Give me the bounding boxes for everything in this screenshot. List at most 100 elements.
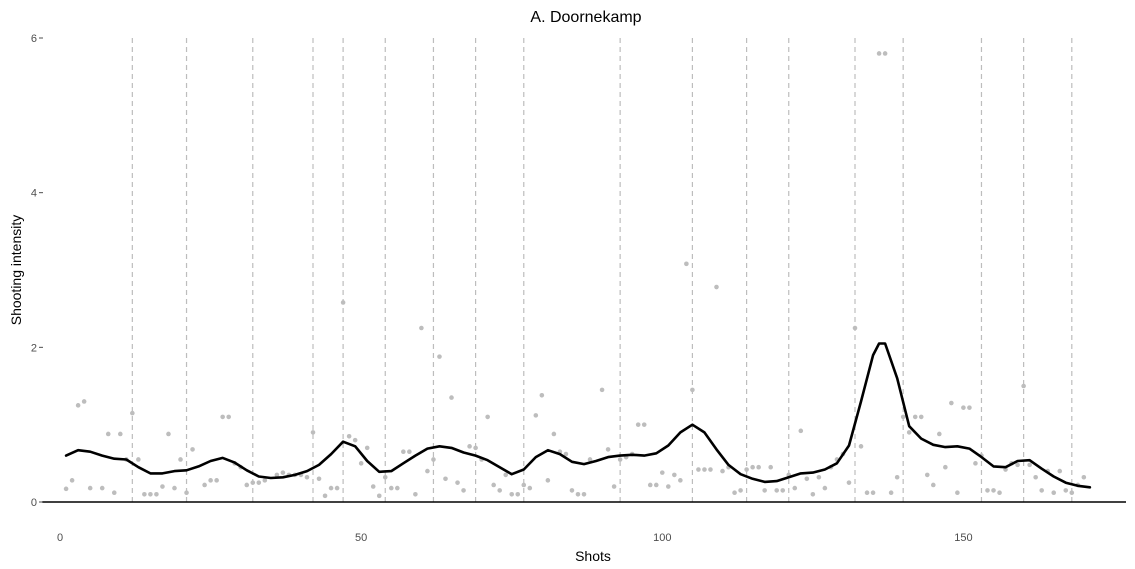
- data-point: [491, 482, 496, 488]
- data-point: [876, 51, 882, 56]
- data-point: [334, 485, 340, 491]
- data-point: [304, 474, 310, 480]
- data-point: [539, 392, 545, 398]
- y-tick-label: 6: [31, 33, 37, 45]
- data-point: [696, 467, 701, 472]
- data-point: [1033, 474, 1038, 480]
- data-point: [274, 472, 280, 478]
- data-point: [87, 485, 93, 491]
- data-point: [756, 464, 761, 470]
- data-point: [340, 300, 346, 305]
- data-point: [780, 488, 786, 493]
- data-point: [912, 414, 918, 420]
- data-point: [1063, 488, 1069, 493]
- data-point: [858, 444, 864, 449]
- data-point: [991, 488, 996, 493]
- data-point: [569, 488, 575, 493]
- x-tick-layer: 0 50 100 150: [57, 532, 973, 544]
- data-point: [250, 480, 256, 485]
- data-point: [503, 472, 509, 478]
- data-point: [425, 468, 430, 474]
- x-tick-label: 50: [355, 532, 367, 544]
- data-point: [955, 490, 960, 496]
- data-point: [768, 464, 773, 470]
- data-point: [888, 490, 894, 496]
- data-point: [419, 325, 424, 331]
- data-point: [437, 354, 442, 359]
- data-point: [605, 447, 611, 452]
- data-point: [1057, 468, 1063, 474]
- data-point: [509, 491, 515, 497]
- data-point: [515, 491, 521, 497]
- data-point: [894, 474, 900, 480]
- data-point: [370, 484, 376, 489]
- data-point: [443, 476, 448, 482]
- data-point: [316, 476, 322, 482]
- y-axis-title: Shooting intensity: [8, 215, 24, 326]
- data-point: [653, 482, 659, 488]
- data-point: [521, 482, 527, 488]
- data-point: [810, 491, 816, 497]
- data-point: [364, 445, 370, 451]
- data-point: [575, 491, 581, 497]
- data-point: [401, 449, 406, 455]
- x-tick-label: 150: [954, 532, 972, 544]
- data-point: [431, 457, 436, 462]
- data-point: [997, 490, 1002, 496]
- data-point: [635, 422, 641, 427]
- data-point: [864, 490, 870, 496]
- data-point: [533, 413, 539, 418]
- data-point: [672, 472, 677, 478]
- data-point: [111, 490, 117, 496]
- data-point: [924, 472, 930, 478]
- point-layer: [63, 51, 1087, 499]
- data-point: [160, 484, 165, 489]
- data-point: [774, 488, 780, 493]
- data-point: [750, 464, 755, 470]
- data-point: [943, 464, 948, 470]
- data-point: [388, 485, 394, 491]
- data-point: [967, 405, 972, 410]
- data-point: [376, 493, 382, 499]
- data-point: [154, 491, 159, 497]
- data-point: [906, 430, 912, 435]
- y-tick-label: 0: [31, 497, 37, 509]
- data-point: [148, 491, 153, 497]
- x-tick-label: 0: [57, 532, 63, 544]
- data-point: [1015, 462, 1020, 468]
- data-point: [352, 437, 358, 443]
- data-point: [214, 478, 219, 483]
- data-point: [678, 478, 683, 483]
- data-point: [617, 457, 623, 462]
- data-point: [870, 490, 876, 496]
- data-point: [75, 403, 81, 408]
- data-point: [1027, 462, 1032, 468]
- data-point: [413, 491, 418, 497]
- data-point: [846, 480, 852, 485]
- data-point: [641, 422, 647, 427]
- data-point: [1051, 490, 1057, 496]
- data-point: [461, 488, 466, 493]
- data-point: [659, 470, 665, 475]
- data-point: [117, 431, 123, 437]
- data-point: [563, 451, 569, 457]
- data-point: [449, 395, 454, 400]
- data-point: [184, 490, 189, 496]
- data-point: [804, 476, 810, 482]
- data-point: [202, 482, 207, 488]
- data-point: [63, 486, 69, 492]
- data-point: [708, 467, 713, 472]
- data-point: [280, 470, 286, 475]
- smooth-line: [64, 342, 1092, 489]
- data-point: [1021, 383, 1026, 389]
- data-point: [172, 485, 177, 491]
- data-point: [105, 431, 111, 437]
- data-point: [178, 457, 183, 462]
- data-point: [208, 478, 213, 483]
- data-point: [407, 449, 412, 455]
- data-point: [551, 431, 557, 437]
- data-point: [310, 430, 316, 435]
- data-point: [545, 478, 551, 483]
- data-point: [244, 482, 250, 488]
- data-point: [322, 493, 328, 499]
